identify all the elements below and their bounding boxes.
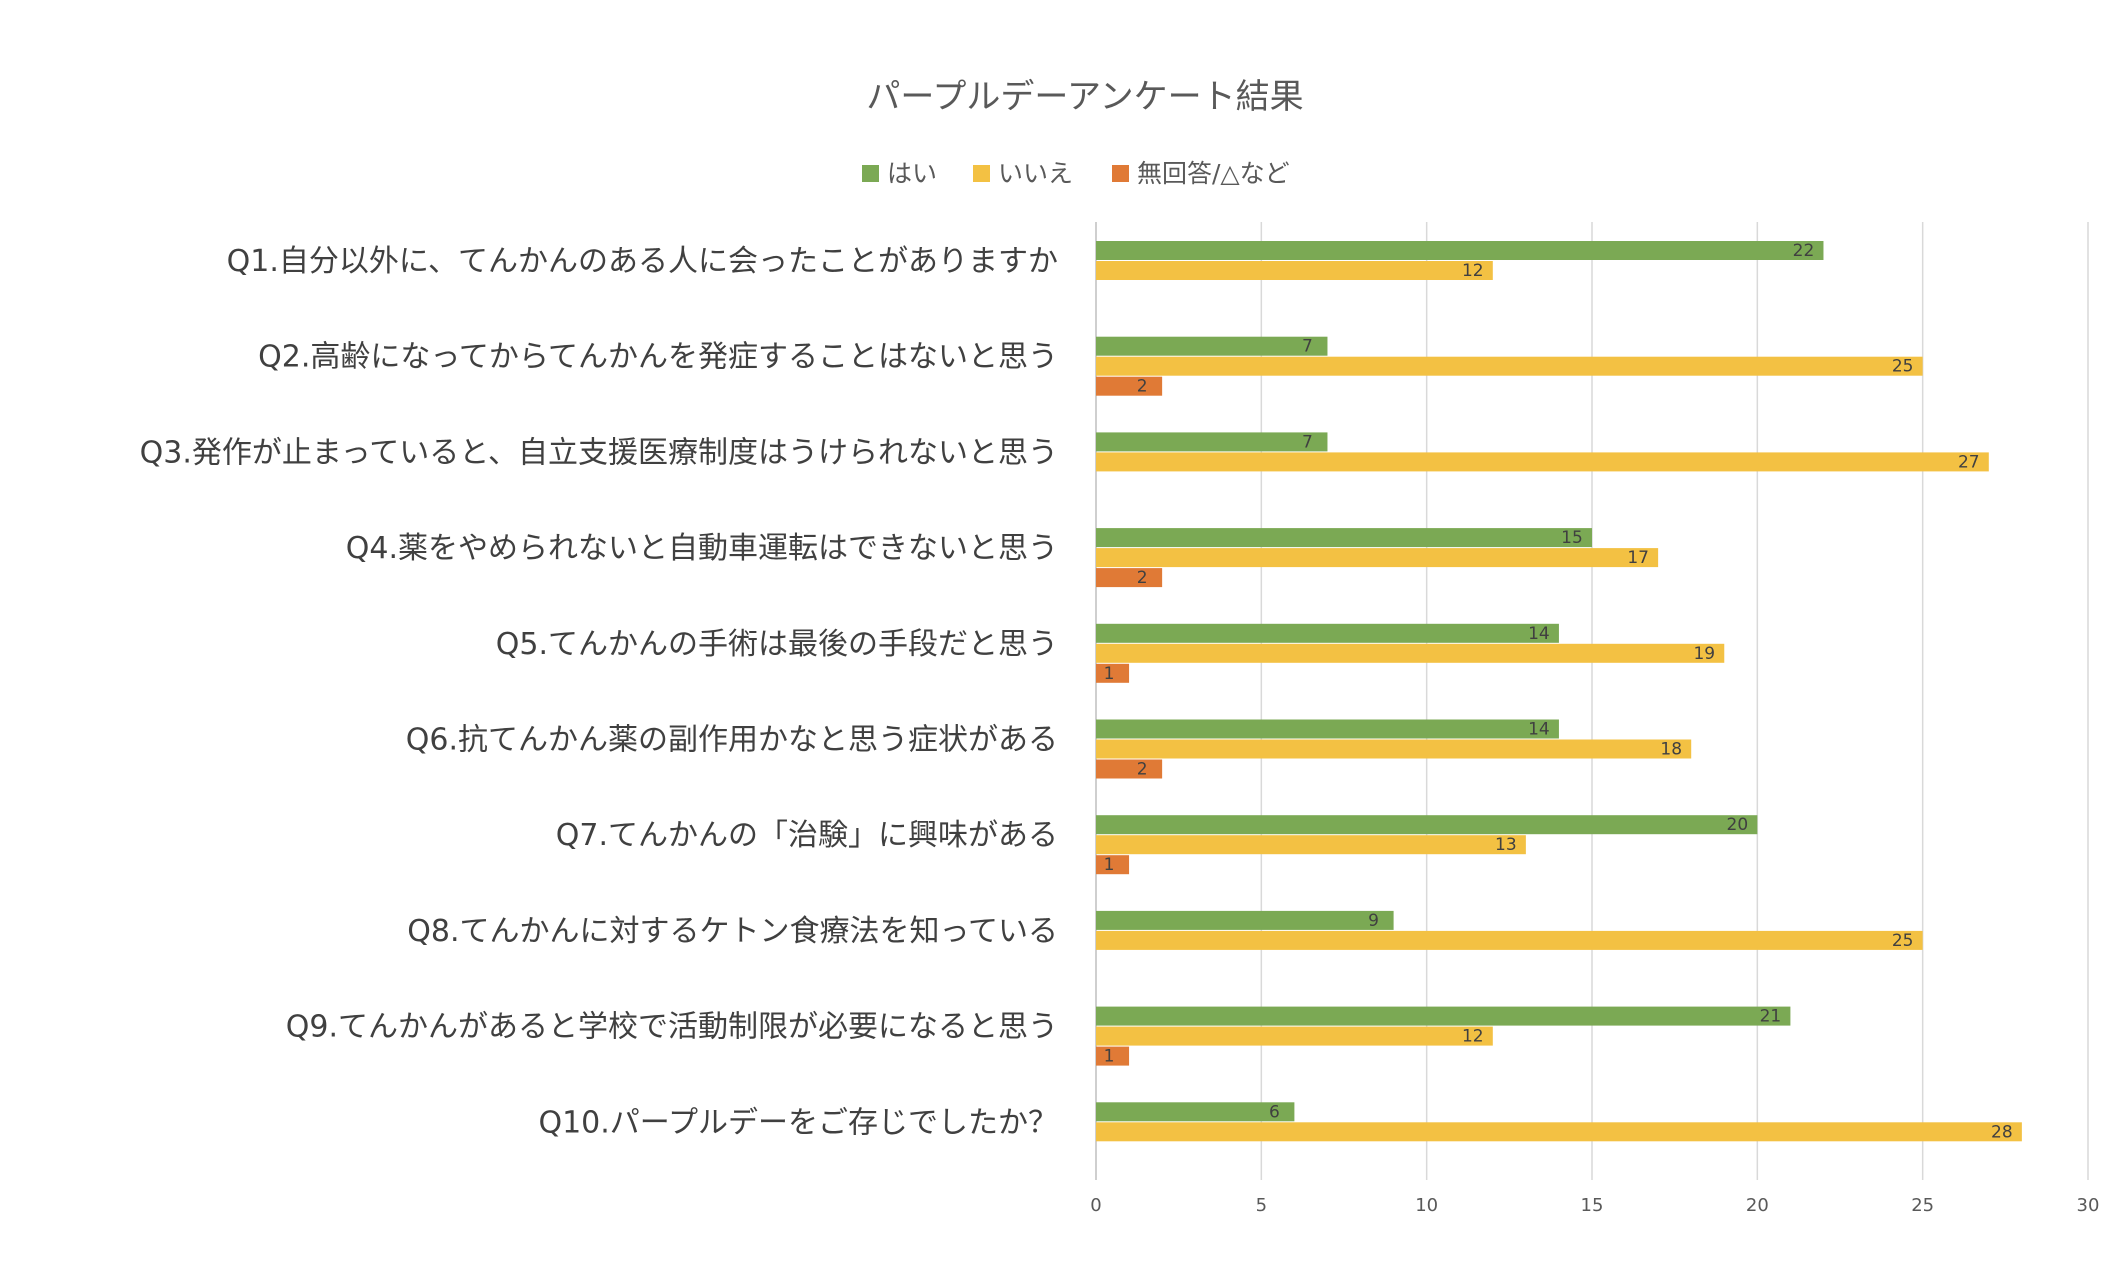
data-label: 1 <box>1104 855 1115 875</box>
bar <box>1096 1026 1493 1046</box>
data-label: 14 <box>1528 624 1550 644</box>
x-tick-label: 25 <box>1911 1195 1934 1216</box>
gridlines <box>1095 222 2089 1180</box>
data-label: 25 <box>1892 931 1914 951</box>
category-label: Q3.発作が止まっていると、自立支援医療制度はうけられないと思う <box>140 435 1058 470</box>
category-label: Q4.薬をやめられないと自動車運転はできないと思う <box>346 531 1058 566</box>
bar <box>1096 815 1758 835</box>
bar <box>1096 1006 1791 1026</box>
legend-swatch-no <box>973 165 990 182</box>
bar <box>1096 336 1328 356</box>
bar <box>1096 643 1725 663</box>
data-labels: 2212725272715172141911418220131925211216… <box>1104 241 2013 1142</box>
data-label: 2 <box>1137 377 1148 397</box>
legend-label-no: いいえ <box>998 159 1073 188</box>
x-tick-label: 15 <box>1581 1195 1604 1216</box>
category-label: Q2.高齢になってからてんかんを発症することはないと思う <box>258 340 1058 375</box>
data-label: 25 <box>1892 357 1914 377</box>
bar <box>1096 1102 1295 1122</box>
bar <box>1096 739 1692 759</box>
category-label: Q1.自分以外に、てんかんのある人に会ったことがありますか <box>227 244 1058 279</box>
bar <box>1096 548 1659 568</box>
bar <box>1096 356 1923 376</box>
data-label: 21 <box>1760 1007 1782 1027</box>
data-label: 7 <box>1302 432 1313 452</box>
data-label: 7 <box>1302 337 1313 357</box>
data-label: 18 <box>1660 740 1682 760</box>
data-label: 22 <box>1793 241 1815 261</box>
bar <box>1096 719 1559 739</box>
bar <box>1096 452 1989 472</box>
category-label: Q9.てんかんがあると学校で活動制限が必要になると思う <box>286 1010 1058 1045</box>
data-label: 12 <box>1462 261 1484 281</box>
x-axis-ticks: 0 5 10 15 20 25 30 <box>1090 1195 2099 1216</box>
x-tick-label: 0 <box>1090 1195 1101 1216</box>
bar <box>1096 241 1824 260</box>
bar <box>1096 855 1130 875</box>
bar <box>1096 432 1328 452</box>
x-tick-label: 20 <box>1746 1195 1769 1216</box>
bar <box>1096 376 1163 396</box>
bar <box>1096 1122 2022 1142</box>
data-label: 2 <box>1137 760 1148 780</box>
data-label: 17 <box>1627 548 1649 568</box>
data-label: 2 <box>1137 568 1148 588</box>
data-label: 9 <box>1368 911 1379 931</box>
data-label: 19 <box>1693 644 1715 664</box>
bar <box>1096 930 1923 950</box>
data-label: 13 <box>1495 835 1517 855</box>
category-label: Q10.パープルデーをご存じでしたか？ <box>538 1105 1058 1140</box>
chart-title: パープルデーアンケート結果 <box>866 77 1303 117</box>
data-label: 12 <box>1462 1027 1484 1047</box>
data-label: 1 <box>1104 1047 1115 1067</box>
data-label: 27 <box>1958 452 1980 472</box>
legend: はい いいえ 無回答/△など <box>862 159 1290 188</box>
bar <box>1096 1046 1130 1066</box>
bar <box>1096 759 1163 779</box>
data-label: 6 <box>1269 1102 1280 1122</box>
category-label: Q6.抗てんかん薬の副作用かなと思う症状がある <box>406 723 1058 758</box>
bar <box>1096 261 1493 280</box>
bar <box>1096 568 1163 588</box>
x-tick-label: 5 <box>1256 1195 1267 1216</box>
legend-label-yes: はい <box>887 159 937 188</box>
category-labels: Q1.自分以外に、てんかんのある人に会ったことがありますか Q2.高齢になってから… <box>140 244 1058 1140</box>
x-tick-label: 30 <box>2077 1195 2100 1216</box>
data-label: 28 <box>1991 1122 2013 1142</box>
category-label: Q5.てんかんの手術は最後の手段だと思う <box>496 627 1058 662</box>
data-label: 1 <box>1104 664 1115 684</box>
data-label: 15 <box>1561 528 1583 548</box>
data-label: 20 <box>1727 815 1749 835</box>
legend-label-no-answer: 無回答/△など <box>1137 159 1290 188</box>
category-label: Q8.てんかんに対するケトン食療法を知っている <box>407 914 1058 949</box>
bar <box>1096 910 1394 930</box>
bar <box>1096 528 1592 548</box>
legend-swatch-no-answer <box>1112 165 1129 182</box>
x-tick-label: 10 <box>1415 1195 1438 1216</box>
bars <box>1096 241 2022 1142</box>
category-label: Q7.てんかんの「治験」に興味がある <box>556 818 1058 853</box>
bar <box>1096 663 1130 683</box>
bar <box>1096 623 1559 643</box>
bar <box>1096 835 1526 855</box>
data-label: 14 <box>1528 720 1550 740</box>
legend-swatch-yes <box>862 165 879 182</box>
